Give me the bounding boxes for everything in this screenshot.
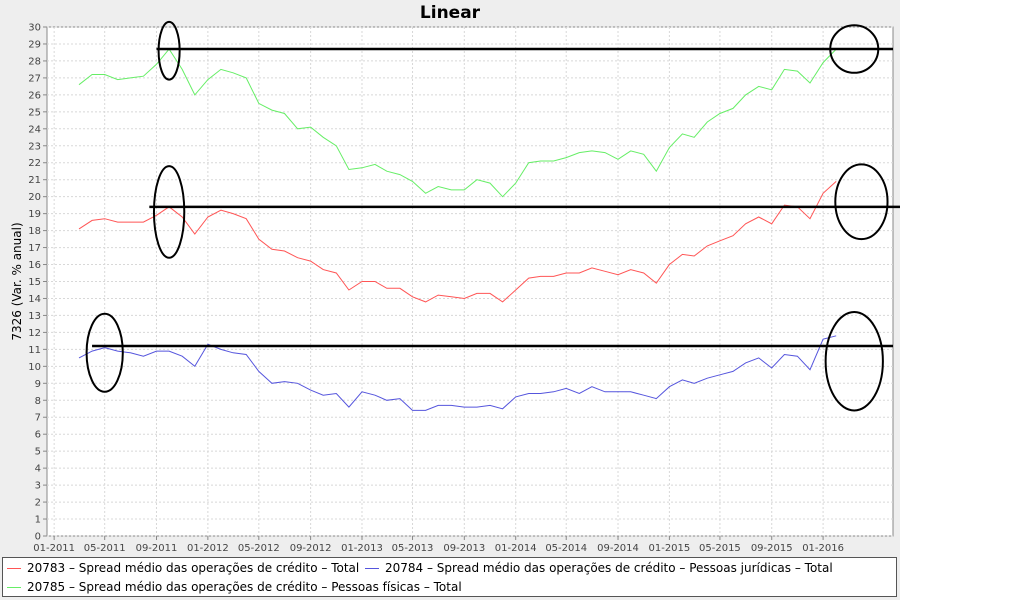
x-tick-label: 01-2011 — [33, 543, 75, 554]
y-tick-label: 19 — [28, 209, 41, 220]
legend-swatch — [7, 567, 21, 569]
x-tick-label: 05-2012 — [238, 543, 280, 554]
grid-lines — [47, 26, 893, 537]
y-tick-label: 23 — [28, 141, 41, 152]
legend: 20783 – Spread médio das operações de cr… — [2, 557, 897, 597]
x-tick-label: 01-2012 — [187, 543, 229, 554]
legend-item-20785: 20785 – Spread médio das operações de cr… — [7, 578, 462, 596]
y-tick-label: 17 — [28, 243, 41, 254]
x-tick-label: 05-2015 — [699, 543, 741, 554]
x-tick-label: 01-2014 — [495, 543, 537, 554]
annotation-ellipse — [152, 165, 186, 259]
y-tick-label: 11 — [28, 345, 41, 356]
y-tick-label: 8 — [35, 396, 41, 407]
x-tick-label: 09-2013 — [443, 543, 485, 554]
series-line-0 — [78, 181, 837, 303]
x-tick-label: 05-2011 — [84, 543, 126, 554]
y-tick-label: 13 — [28, 311, 41, 322]
legend-label: 20784 – Spread médio das operações de cr… — [385, 561, 833, 575]
x-tick-label: 09-2012 — [290, 543, 332, 554]
y-tick-label: 12 — [28, 328, 41, 339]
x-tick-label: 01-2015 — [648, 543, 690, 554]
x-tick-label: 01-2013 — [341, 543, 383, 554]
y-tick-label: 4 — [35, 464, 41, 475]
annotation-ellipse — [157, 20, 181, 81]
annotation-ellipse — [824, 311, 884, 412]
legend-label: 20783 – Spread médio das operações de cr… — [27, 561, 360, 575]
x-tick-label: 09-2011 — [136, 543, 178, 554]
y-tick-label: 25 — [28, 107, 41, 118]
x-axis: 01-2011 05-2011 09-2011 01-2012 05-2012 09-20… — [33, 536, 844, 554]
y-tick-label: 30 — [28, 23, 41, 34]
chart-title: Linear — [420, 3, 481, 23]
y-tick-label: 0 — [35, 532, 41, 543]
y-tick-label: 14 — [28, 294, 41, 305]
y-tick-label: 27 — [28, 73, 41, 84]
y-tick-label: 18 — [28, 226, 41, 237]
y-tick-label: 21 — [28, 175, 41, 186]
chart-panel: Linear 0 1 2 3 4 5 6 7 8 9 10 11 12 13 14 15 16 17 18 19 20 2… — [0, 0, 900, 600]
annotations — [85, 20, 900, 412]
y-tick-label: 26 — [28, 90, 41, 101]
y-tick-label: 7 — [35, 413, 41, 424]
series-line-1 — [78, 335, 837, 411]
legend-swatch — [7, 586, 21, 588]
legend-item-20784: 20784 – Spread médio das operações de cr… — [365, 559, 833, 577]
y-tick-label: 28 — [28, 56, 41, 67]
x-tick-label: 05-2014 — [545, 543, 587, 554]
line-chart: Linear 012345678910111213141516171819202… — [10, 3, 900, 554]
annotation-ellipse — [85, 312, 124, 393]
x-tick-label: 09-2014 — [597, 543, 639, 554]
x-tick-label: 01-2016 — [802, 543, 844, 554]
y-tick-label: 24 — [28, 124, 41, 135]
y-tick-label: 2 — [35, 498, 41, 509]
y-tick-label: 29 — [28, 39, 41, 50]
x-tick-label: 09-2015 — [751, 543, 793, 554]
y-tick-label: 5 — [35, 447, 41, 458]
y-tick-label: 15 — [28, 277, 41, 288]
x-tick-label: 05-2013 — [392, 543, 434, 554]
series-group — [78, 48, 837, 411]
y-tick-label: 16 — [28, 260, 41, 271]
legend-swatch — [365, 567, 379, 569]
annotation-ellipse — [834, 163, 889, 241]
y-axis-label: 7326 (Var. % anual) — [10, 222, 24, 340]
y-tick-label: 10 — [28, 362, 41, 373]
legend-label: 20785 – Spread médio das operações de cr… — [27, 580, 462, 594]
series-line-2 — [78, 48, 837, 198]
annotation-ellipse — [829, 24, 880, 74]
y-tick-label: 20 — [28, 192, 41, 203]
y-tick-label: 1 — [35, 515, 41, 526]
y-tick-label: 6 — [35, 430, 41, 441]
legend-item-20783: 20783 – Spread médio das operações de cr… — [7, 559, 359, 577]
y-axis: 0123456789101112131415161718192021222324… — [28, 23, 47, 543]
plot-area — [46, 26, 894, 537]
y-tick-label: 3 — [35, 481, 41, 492]
y-tick-label: 9 — [35, 379, 41, 390]
y-tick-label: 22 — [28, 158, 41, 169]
